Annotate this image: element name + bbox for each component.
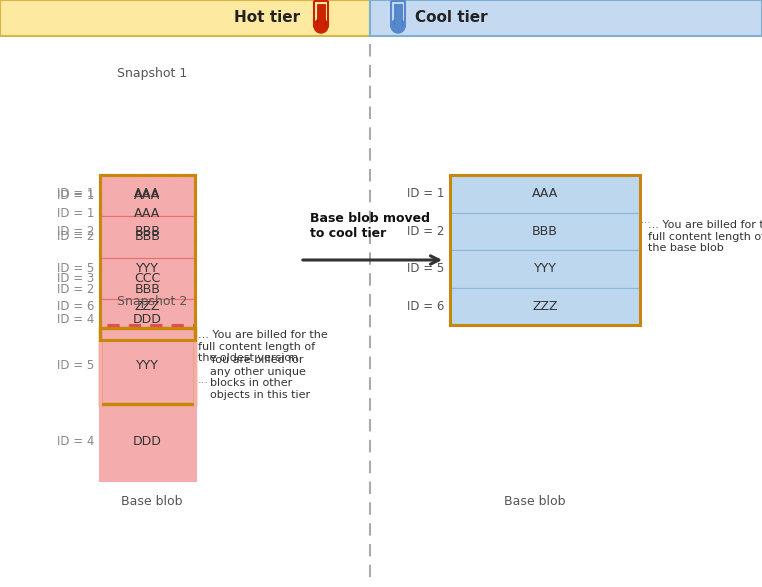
Bar bbox=[450, 175, 640, 212]
Text: ...: ... bbox=[198, 375, 209, 385]
Text: ID = 5: ID = 5 bbox=[407, 262, 444, 275]
Text: ID = 4: ID = 4 bbox=[56, 313, 94, 326]
Bar bbox=[100, 251, 195, 328]
Bar bbox=[100, 250, 195, 288]
Bar bbox=[100, 258, 195, 299]
Bar bbox=[100, 404, 195, 480]
Bar bbox=[100, 216, 195, 258]
Circle shape bbox=[391, 19, 405, 33]
Bar bbox=[450, 250, 640, 288]
Text: ID = 6: ID = 6 bbox=[407, 300, 444, 313]
Text: BBB: BBB bbox=[532, 225, 558, 238]
Text: ID = 4: ID = 4 bbox=[56, 436, 94, 448]
Bar bbox=[0, 0, 370, 36]
Text: ID = 1: ID = 1 bbox=[56, 207, 94, 220]
Text: ID = 1: ID = 1 bbox=[56, 187, 94, 200]
Text: ...: ... bbox=[641, 215, 652, 225]
Text: ID = 3: ID = 3 bbox=[56, 272, 94, 285]
Text: Cool tier: Cool tier bbox=[415, 11, 488, 25]
Text: DDD: DDD bbox=[133, 436, 162, 448]
Text: You are billed for
any other unique
blocks in other
objects in this tier: You are billed for any other unique bloc… bbox=[210, 355, 310, 400]
Text: ... You are billed for the
full content length of
the base blob: ... You are billed for the full content … bbox=[648, 220, 762, 253]
Bar bbox=[100, 175, 195, 251]
Bar bbox=[100, 299, 195, 340]
Text: Base blob: Base blob bbox=[121, 495, 183, 508]
Circle shape bbox=[314, 19, 328, 33]
Text: AAA: AAA bbox=[134, 187, 161, 200]
Text: ID = 2: ID = 2 bbox=[56, 283, 94, 296]
Text: ID = 2: ID = 2 bbox=[407, 225, 444, 238]
Bar bbox=[100, 175, 195, 480]
Text: Hot tier: Hot tier bbox=[234, 11, 300, 25]
Bar bbox=[450, 175, 640, 325]
Text: AAA: AAA bbox=[134, 189, 161, 202]
Text: YYY: YYY bbox=[136, 262, 159, 275]
Bar bbox=[100, 175, 195, 212]
Text: YYY: YYY bbox=[136, 359, 159, 372]
Bar bbox=[100, 175, 195, 325]
Text: BBB: BBB bbox=[135, 283, 161, 296]
Text: Snapshot 2: Snapshot 2 bbox=[117, 295, 187, 308]
Text: ZZZ: ZZZ bbox=[532, 300, 558, 313]
Text: DDD: DDD bbox=[133, 313, 162, 326]
Bar bbox=[100, 328, 195, 404]
Text: ZZZ: ZZZ bbox=[135, 300, 160, 313]
Text: ID = 5: ID = 5 bbox=[56, 359, 94, 372]
Text: Base blob: Base blob bbox=[504, 495, 565, 508]
Text: ID = 2: ID = 2 bbox=[56, 230, 94, 244]
Bar bbox=[100, 288, 195, 325]
Text: ID = 1: ID = 1 bbox=[56, 189, 94, 202]
Bar bbox=[370, 0, 762, 36]
Text: YYY: YYY bbox=[533, 262, 556, 275]
Bar bbox=[100, 328, 195, 404]
Bar bbox=[100, 175, 195, 340]
Text: CCC: CCC bbox=[134, 272, 161, 285]
Text: ID = 6: ID = 6 bbox=[56, 300, 94, 313]
Text: ID = 1: ID = 1 bbox=[407, 187, 444, 200]
Bar bbox=[317, 4, 325, 26]
Bar bbox=[450, 288, 640, 325]
Text: BBB: BBB bbox=[135, 230, 161, 244]
Text: BBB: BBB bbox=[135, 225, 161, 238]
Bar bbox=[450, 212, 640, 250]
Text: Base blob moved
to cool tier: Base blob moved to cool tier bbox=[310, 212, 430, 240]
Text: ... You are billed for the
full content length of
the oldest version: ... You are billed for the full content … bbox=[198, 330, 328, 363]
Text: AAA: AAA bbox=[134, 207, 161, 220]
Bar bbox=[394, 4, 402, 26]
Text: ID = 5: ID = 5 bbox=[56, 262, 94, 275]
Text: Snapshot 1: Snapshot 1 bbox=[117, 67, 187, 80]
Text: ID = 2: ID = 2 bbox=[56, 225, 94, 238]
Bar bbox=[100, 175, 195, 216]
Text: AAA: AAA bbox=[532, 187, 558, 200]
Bar bbox=[100, 212, 195, 250]
